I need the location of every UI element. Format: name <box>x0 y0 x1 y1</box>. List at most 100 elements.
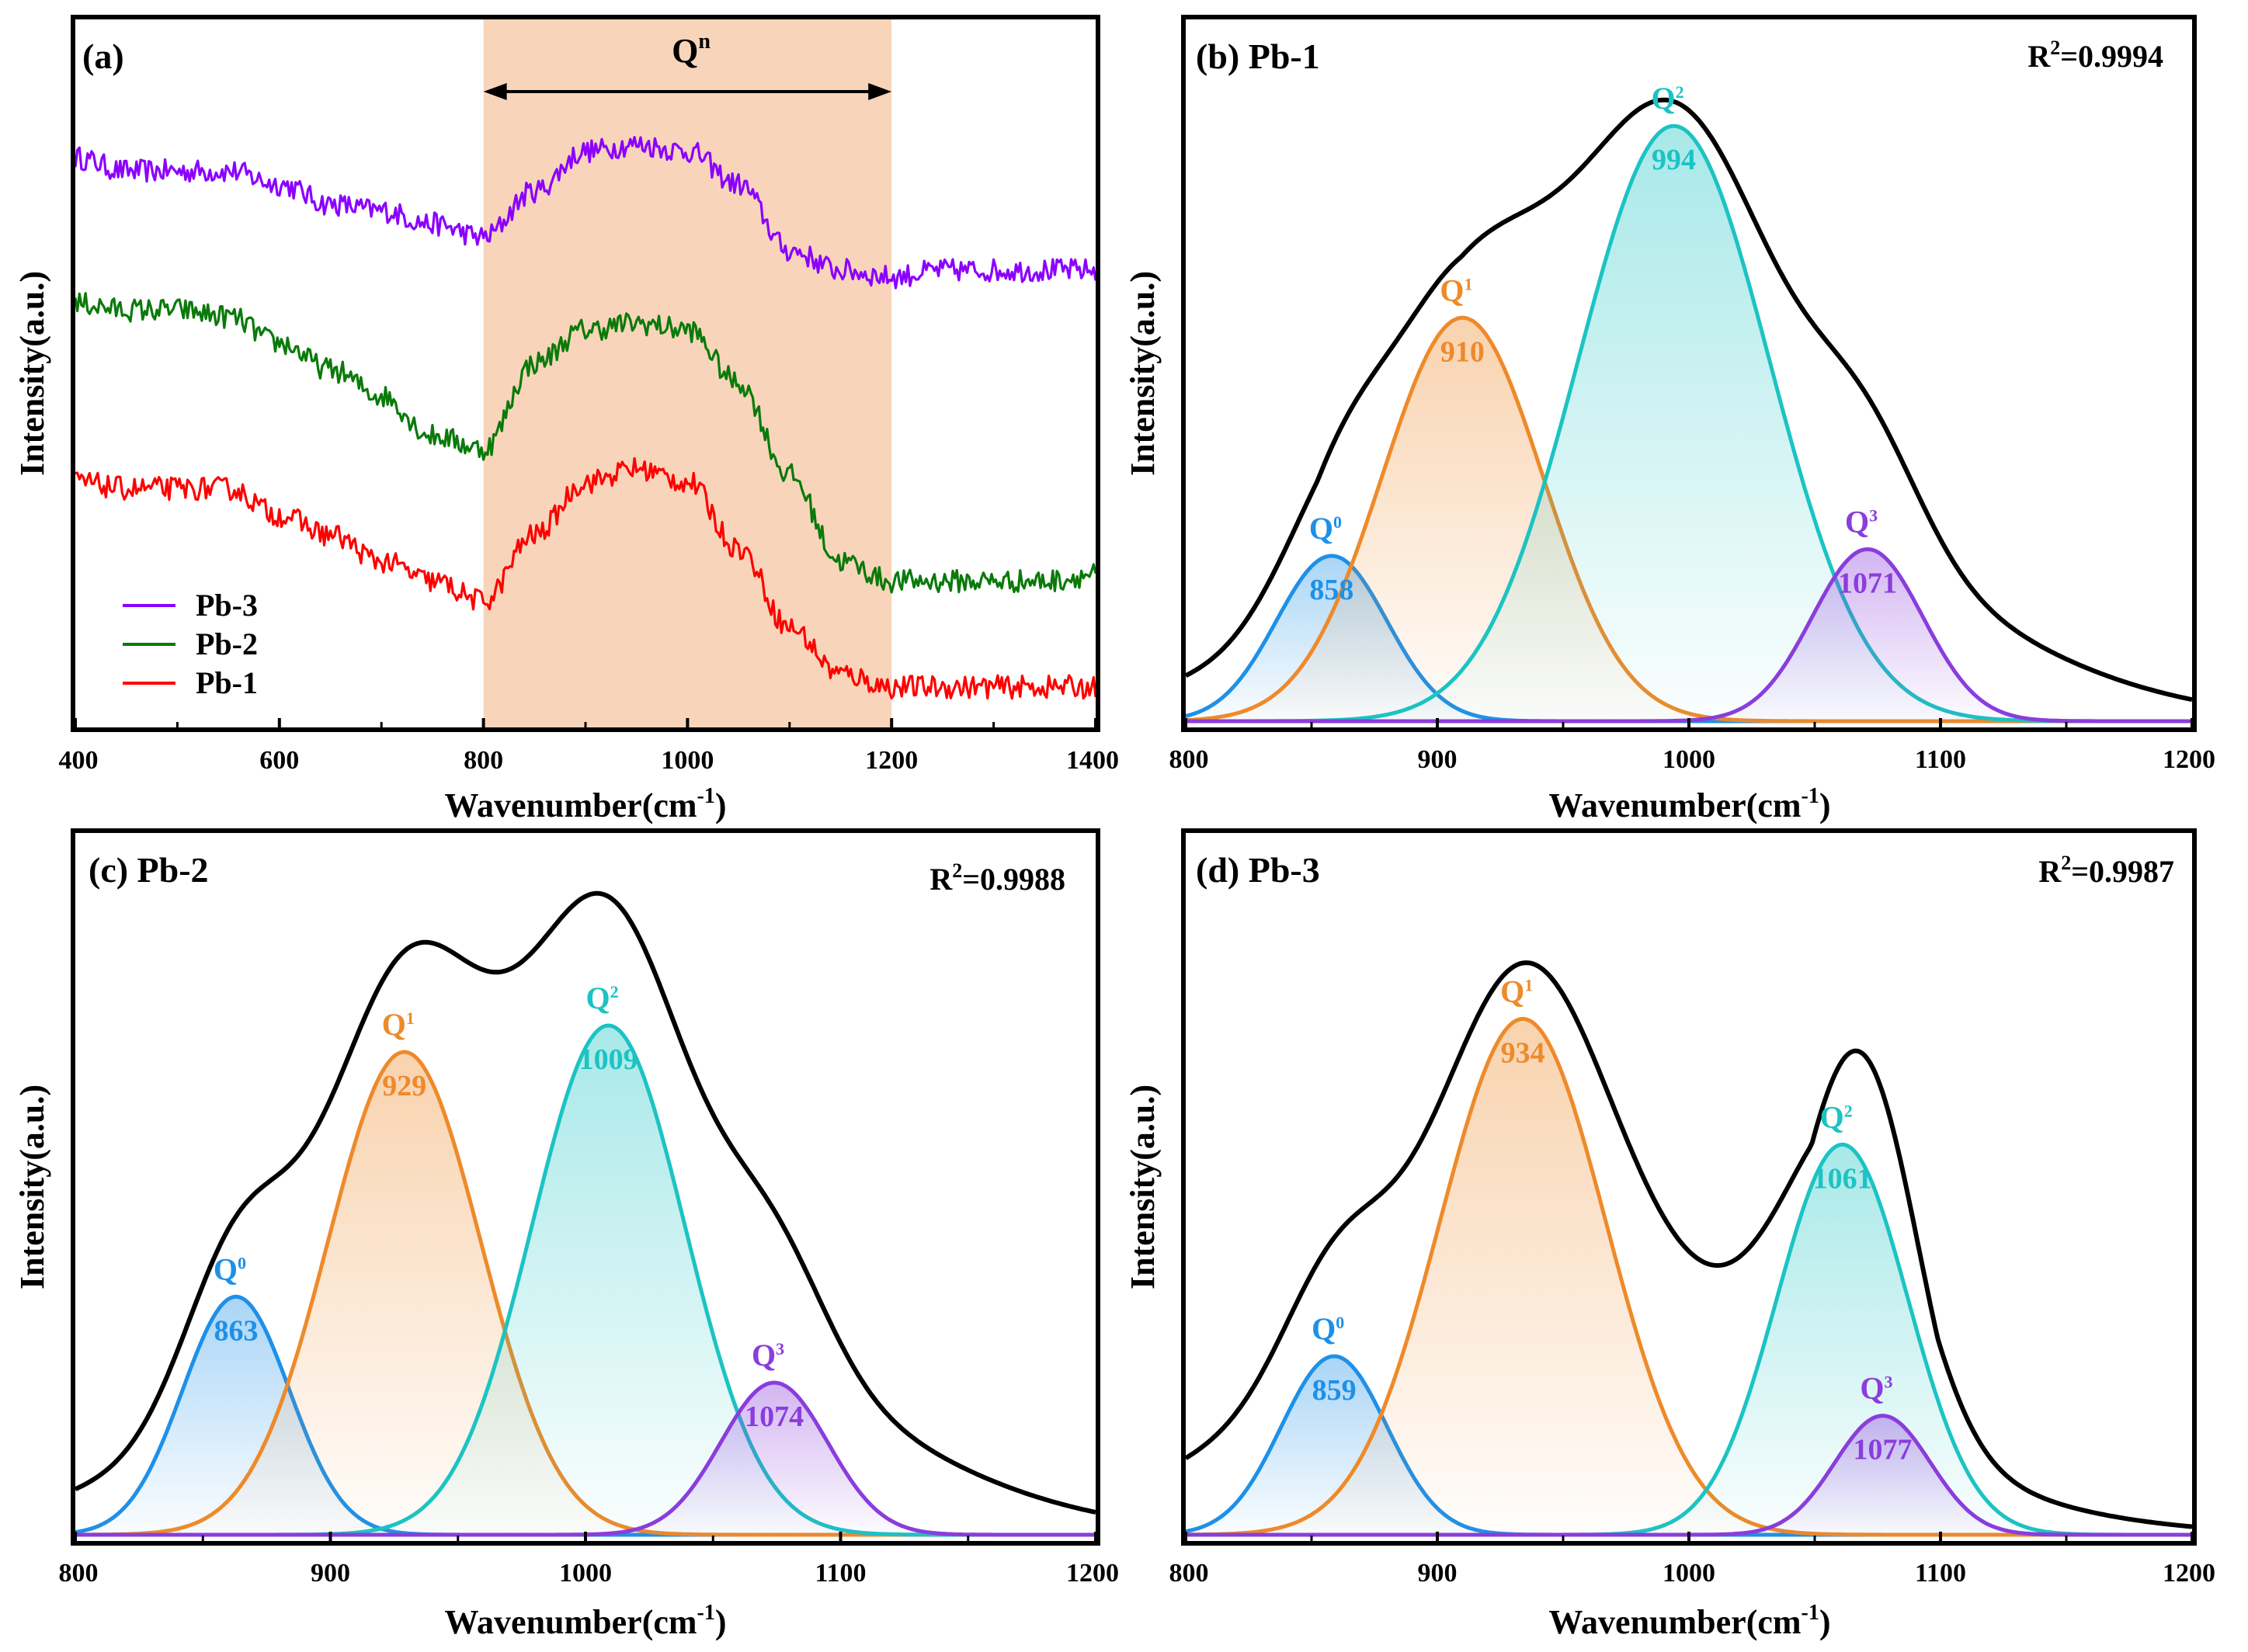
panel-a-xlabel: Wavenumber(cm-1) <box>444 784 726 824</box>
peak-name-q0: Q0 <box>214 1251 246 1286</box>
peak-value-q0: 859 <box>1312 1374 1357 1407</box>
peak-value-q2: 994 <box>1652 144 1696 176</box>
panel-d-ylabel: Intensity(a.u.) <box>1124 1085 1162 1289</box>
xtick-label: 1200 <box>2163 1559 2215 1588</box>
xtick-label: 1100 <box>1915 745 1966 774</box>
peak-value-q1: 910 <box>1440 335 1485 368</box>
panel-b-peaks <box>1185 123 2192 724</box>
panel-d-peaks <box>1185 1016 2192 1537</box>
xtick-label: 1200 <box>1066 1559 1119 1588</box>
xtick-label: 800 <box>59 1559 99 1588</box>
legend-label-pb-2: Pb-2 <box>196 626 258 661</box>
xtick-label: 1000 <box>1663 745 1715 774</box>
xtick-label: 1000 <box>661 746 714 775</box>
panel-d-frame <box>1181 828 2197 1546</box>
peak-fill-q2 <box>1186 1144 2192 1535</box>
xtick-label: 1100 <box>1915 1559 1966 1588</box>
panel-a-legend: Pb-3Pb-2 Pb-1 <box>123 588 258 700</box>
peak-value-q2: 1009 <box>579 1043 638 1076</box>
xtick-label: 1200 <box>865 746 918 775</box>
peak-fill-q1 <box>75 1052 1096 1535</box>
legend-label-pb-3: Pb-3 <box>196 588 258 623</box>
panel-b-r2: R2=0.9994 <box>2027 36 2163 74</box>
panel-a-region-label: Qn <box>672 30 711 70</box>
panel-b-label: (b) Pb-1 <box>1196 36 1320 76</box>
xtick-label: 1400 <box>1066 746 1119 775</box>
xtick-label: 800 <box>464 746 503 775</box>
panel-a-arrowhead-left <box>483 83 507 100</box>
panel-a-arrowhead-right <box>868 83 892 100</box>
peak-value-q3: 1071 <box>1838 567 1897 599</box>
panel-c-envelope <box>74 890 1096 1515</box>
xtick-label: 1000 <box>559 1559 612 1588</box>
peak-fill-q1 <box>1186 318 2192 721</box>
panel-a-series <box>74 136 1097 700</box>
peak-name-q2: Q2 <box>1820 1099 1853 1134</box>
xtick-label: 800 <box>1169 1559 1209 1588</box>
panel-a: Pb-3Pb-2 Pb-1 Qn 400 600 800 1000 1200 1400 (a… <box>13 15 1119 824</box>
panel-a-ylabel: Intensity(a.u.) <box>13 271 51 476</box>
peak-value-q1: 929 <box>382 1070 426 1102</box>
peak-name-q1: Q1 <box>382 1007 415 1042</box>
legend-label-pb-1: Pb-1 <box>196 665 258 700</box>
panel-c-xticks: 800 900 1000 1100 1200 <box>59 1532 1119 1588</box>
panel-d-xlabel: Wavenumber(cm-1) <box>1548 1601 1830 1641</box>
peak-name-q3: Q3 <box>1845 504 1878 539</box>
panel-d-label: (d) Pb-3 <box>1196 850 1320 890</box>
panel-b-peak-labels: Q0 858 Q1 910 Q2 994 Q3 1071 <box>1309 81 1897 606</box>
panel-b: Q0 858 Q1 910 Q2 994 Q3 1071 800 900 1000 1100 1200… <box>1124 15 2215 824</box>
panel-d-peak-labels: Q0 859 Q1 934 Q2 1061 Q3 1077 <box>1312 974 1912 1466</box>
peak-name-q3: Q3 <box>752 1338 784 1373</box>
panel-b-xticks: 800 900 1000 1100 1200 <box>1169 718 2215 774</box>
xtick-label: 900 <box>1418 745 1458 774</box>
peak-name-q2: Q2 <box>586 980 619 1015</box>
peak-fill-q1 <box>1186 1019 2192 1535</box>
peak-value-q0: 858 <box>1309 574 1353 606</box>
xtick-label: 900 <box>1418 1559 1458 1588</box>
panel-a-xticks: 400 600 800 1000 1200 1400 <box>59 718 1119 775</box>
panel-c-peak-labels: Q0 863 Q1 929 Q2 1009 Q3 1074 <box>214 980 804 1433</box>
peak-fill-q3 <box>1186 549 2192 721</box>
peak-value-q1: 934 <box>1501 1036 1545 1069</box>
peak-name-q0: Q0 <box>1309 511 1342 546</box>
xtick-label: 1100 <box>815 1559 866 1588</box>
peak-value-q3: 1074 <box>745 1400 804 1433</box>
peak-name-q2: Q2 <box>1651 81 1683 116</box>
xtick-label: 800 <box>1169 745 1209 774</box>
panel-b-ylabel: Intensity(a.u.) <box>1124 271 1162 476</box>
panel-c-xlabel: Wavenumber(cm-1) <box>444 1601 726 1641</box>
peak-value-q2: 1061 <box>1813 1162 1872 1195</box>
panel-c-r2: R2=0.9988 <box>929 859 1065 897</box>
panel-d-r2: R2=0.9987 <box>2038 852 2174 889</box>
peak-fill-q3 <box>1186 1415 2192 1535</box>
peak-fill-q2 <box>75 1026 1096 1535</box>
panel-d-xticks: 800 900 1000 1100 1200 <box>1169 1532 2215 1588</box>
panel-c: Q0 863 Q1 929 Q2 1009 Q3 1074 800 900 1000 1100 120… <box>13 828 1119 1641</box>
xtick-label: 600 <box>259 746 299 775</box>
peak-name-q1: Q1 <box>1500 974 1533 1008</box>
xtick-label: 900 <box>311 1559 350 1588</box>
series-line-pb-3 <box>74 136 1097 290</box>
panel-c-frame <box>71 828 1100 1546</box>
panel-d: Q0 859 Q1 934 Q2 1061 Q3 1077 800 900 1000 1100 120… <box>1124 828 2215 1641</box>
panel-d-envelope <box>1184 960 2193 1529</box>
xtick-label: 1000 <box>1663 1559 1715 1588</box>
series-line-pb-2 <box>74 292 1097 594</box>
panel-c-label: (c) Pb-2 <box>89 850 209 890</box>
peak-fill-q3 <box>75 1383 1096 1535</box>
peak-value-q0: 863 <box>214 1314 258 1347</box>
xtick-label: 1200 <box>2163 745 2215 774</box>
panel-c-ylabel: Intensity(a.u.) <box>13 1085 51 1289</box>
series-line-pb-1 <box>75 456 1097 700</box>
peak-name-q0: Q0 <box>1312 1311 1344 1346</box>
panel-b-frame <box>1181 15 2197 732</box>
panel-b-envelope <box>1184 97 2193 703</box>
peak-fill-q2 <box>1186 126 2192 721</box>
panel-a-label: (a) <box>82 36 124 76</box>
peak-name-q3: Q3 <box>1860 1371 1892 1406</box>
panel-a-region <box>483 19 892 727</box>
peak-name-q1: Q1 <box>1440 272 1472 307</box>
panel-b-xlabel: Wavenumber(cm-1) <box>1548 784 1830 824</box>
peak-value-q3: 1077 <box>1853 1434 1912 1466</box>
